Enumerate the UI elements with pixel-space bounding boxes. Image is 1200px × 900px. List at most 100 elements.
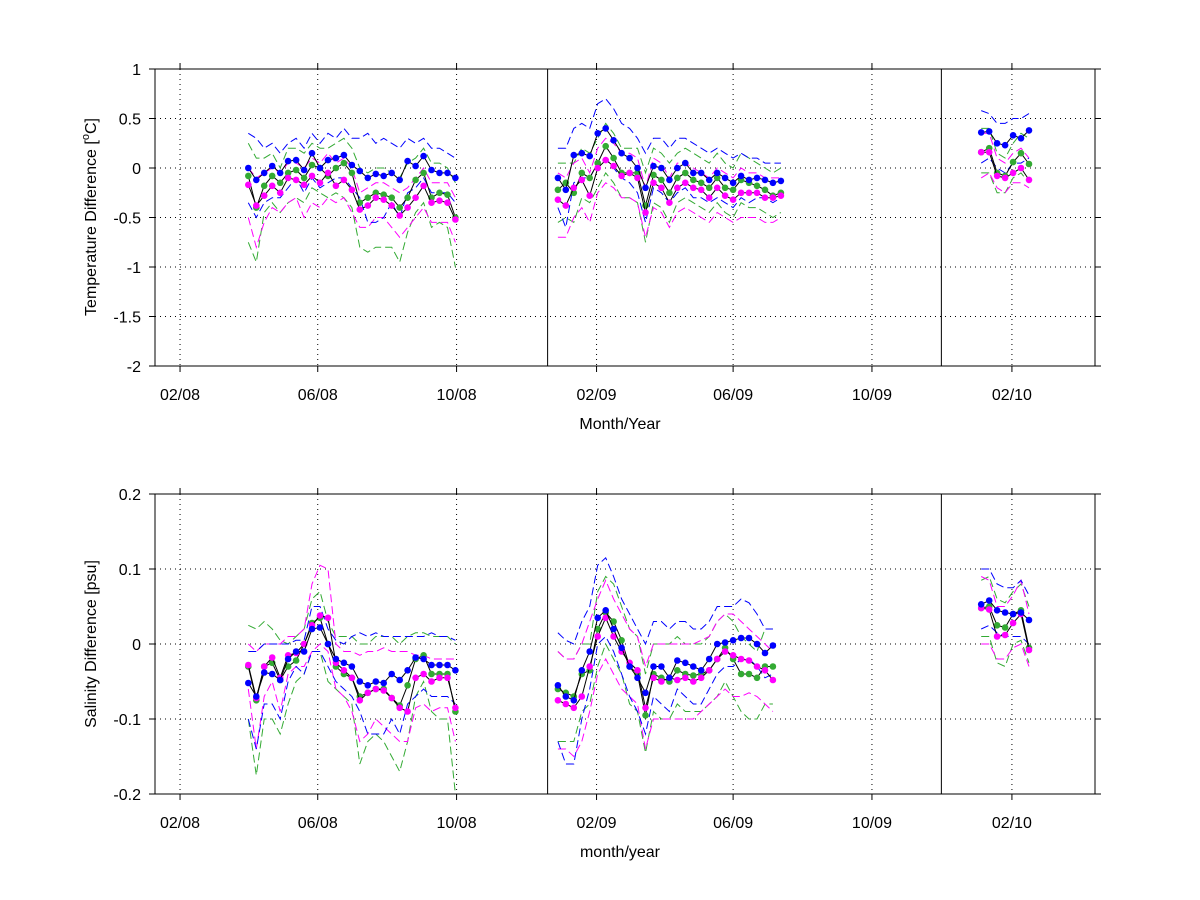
magenta-data-point [690,184,697,192]
magenta-data-point [452,704,459,712]
x-tick-label: 10/09 [852,815,892,832]
magenta-data-point [570,704,578,712]
blue-data-point [428,166,435,174]
green-data-point [674,174,681,182]
blue-upper-band-line [557,556,773,646]
magenta-data-point [769,676,777,684]
temperature-y-axis-label: Temperature Difference [oC] [80,118,100,316]
magenta-data-point [737,189,745,197]
magenta-data-point [444,199,451,206]
magenta-data-point [610,633,617,640]
blue-data-point [396,676,404,684]
green-data-point [697,179,705,187]
salinity-grid [155,494,1095,794]
magenta-data-point [340,176,348,184]
salinity-x-axis-label: month/year [580,844,661,861]
magenta-data-point [308,172,316,180]
y-tick-label: -1 [127,260,141,277]
magenta-data-point [260,663,268,670]
green-data-point [436,189,443,197]
blue-data-point [721,639,729,646]
blue-data-point [993,607,1001,614]
green-data-point [388,194,396,201]
magenta-data-point [562,700,570,708]
magenta-data-point [993,172,1001,180]
magenta-data-point [674,676,681,684]
blue-data-point [713,640,721,648]
green-data-point [1025,160,1033,168]
y-tick-label: 1 [132,62,141,79]
magenta-data-point [245,661,252,669]
blue-data-point [658,164,665,172]
blue-data-point [444,661,451,669]
magenta-data-point [428,678,435,685]
green-data-point [610,618,617,625]
green-data-point [690,176,697,184]
magenta-data-point [372,194,380,201]
green-data-point [578,169,586,177]
blue-data-point [666,176,673,184]
magenta-data-point [1025,176,1033,184]
magenta-data-point [396,704,404,712]
magenta-data-point [682,674,689,682]
green-data-point [713,174,721,182]
blue-data-point [554,682,562,689]
green-data-point [308,161,316,169]
y-tick-label: -0.2 [113,787,141,804]
blue-data-point [642,184,649,192]
magenta-data-point [388,202,396,209]
magenta-data-point [364,202,372,209]
magenta-data-point [626,169,633,177]
green-lower-band-line [981,172,1030,194]
blue-data-point [380,679,388,687]
blue-data-point [428,661,435,669]
blue-data-point [340,151,348,159]
magenta-data-point [705,667,713,674]
magenta-data-point [578,693,586,700]
blue-data-point [436,169,443,177]
blue-lower-band-line [557,635,774,765]
magenta-data-point [332,182,340,190]
green-data-point [674,667,681,674]
blue-data-point [380,172,388,180]
magenta-data-point [444,674,451,682]
green-data-point [404,194,411,201]
blue-data-point [268,670,276,678]
green-data-point [245,172,252,180]
blue-data-point [721,174,729,182]
magenta-data-point [324,169,332,177]
blue-data-point [626,154,633,162]
magenta-data-point [420,670,427,678]
green-data-point [404,682,411,689]
green-data-point [396,204,404,211]
blue-data-point [1025,616,1033,624]
green-data-point [284,169,292,177]
green-data-point [658,176,665,184]
green-data-point [260,182,268,190]
blue-data-point [1017,609,1025,616]
magenta-data-point [412,674,419,682]
magenta-data-point [245,181,252,189]
blue-data-point [554,174,562,182]
x-tick-label: 02/08 [160,815,200,832]
green-data-point [761,186,769,194]
blue-data-point [292,648,300,655]
blue-data-point [586,648,593,655]
green-data-point [364,194,372,201]
green-data-point [602,142,609,150]
magenta-data-point [260,192,268,199]
magenta-data-point [674,184,681,192]
magenta-data-point [993,633,1001,640]
blue-data-point [245,679,252,687]
magenta-data-point [650,674,657,682]
y-tick-label: -1.5 [113,310,141,327]
x-tick-label: 02/10 [992,815,1032,832]
blue-data-point [348,663,356,670]
blue-data-point [284,157,292,165]
blue-data-point [682,159,689,167]
blue-upper-band-line [981,110,1030,124]
blue-data-point [737,172,745,180]
green-data-point [444,191,451,198]
y-tick-label: 0.5 [119,112,141,129]
blue-data-point [626,663,633,670]
